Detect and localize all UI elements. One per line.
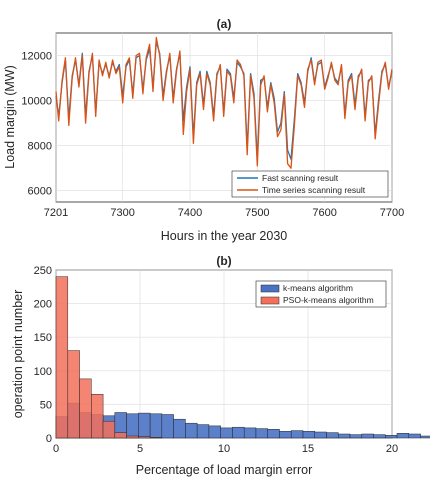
chart-b-xtick-label: 10 xyxy=(218,443,230,455)
histogram-bar-pso-k-means xyxy=(55,276,69,439)
histogram-bar-k-means xyxy=(420,435,430,439)
chart-a-ticks: 7201 7300 7400 7500 7600 7700 6000 8000 10000 120… xyxy=(21,51,404,219)
chart-b-title: (b) xyxy=(216,254,231,268)
histogram-bar-k-means xyxy=(255,428,268,439)
histogram-bar-pso-k-means xyxy=(126,435,139,439)
chart-b-ytick-label: 150 xyxy=(34,332,52,344)
histogram-bar-k-means xyxy=(149,413,163,439)
chart-a-ytick-label: 10000 xyxy=(21,96,52,108)
histogram-bar-k-means xyxy=(243,427,257,439)
histogram-bar-k-means xyxy=(361,433,374,439)
chart-b-ytick-label: 250 xyxy=(34,265,52,277)
chart-a-xtick-label: 7700 xyxy=(380,207,404,219)
histogram-bar-k-means xyxy=(302,431,316,439)
histogram-bar-k-means xyxy=(279,431,292,439)
histogram-bar-k-means xyxy=(220,427,233,439)
chart-b-ytick-label: 200 xyxy=(34,299,52,311)
chart-b-xtick-label: 5 xyxy=(137,443,143,455)
histogram-bar-k-means xyxy=(208,425,221,439)
histogram-bar-k-means xyxy=(373,434,386,439)
histogram-bar-k-means xyxy=(173,418,186,439)
chart-a-ytick-label: 6000 xyxy=(28,186,52,198)
chart-a: 7201 7300 7400 7500 7600 7700 6000 8000 10000 120… xyxy=(3,17,404,243)
histogram-bar-k-means xyxy=(314,431,327,439)
histogram-bar-pso-k-means xyxy=(79,378,92,439)
histogram-bar-k-means xyxy=(290,430,304,439)
histogram-bar-k-means xyxy=(385,435,398,439)
histogram-bar-k-means xyxy=(232,426,245,439)
chart-b-xtick-label: 0 xyxy=(53,443,59,455)
legend-label-fast-scanning: Fast scanning result xyxy=(262,173,339,183)
histogram-bar-pso-k-means xyxy=(138,436,151,439)
chart-a-ylabel: Load margin (MW) xyxy=(3,65,17,169)
histogram-bar-pso-k-means xyxy=(91,394,104,439)
histogram-bar-k-means xyxy=(196,424,210,439)
chart-a-xtick-label: 7400 xyxy=(178,207,202,219)
chart-a-legend: Fast scanning result Time series scannin… xyxy=(231,170,389,198)
legend-swatch-k-means xyxy=(260,284,280,293)
chart-a-xtick-label: 7300 xyxy=(110,207,134,219)
chart-b-bars xyxy=(55,276,430,439)
histogram-bar-k-means xyxy=(337,433,351,439)
histogram-bar-pso-k-means xyxy=(102,420,116,439)
histogram-bar-k-means xyxy=(396,433,410,439)
chart-b-legend: k-means algorithm PSO-k-means algorithm xyxy=(255,280,387,308)
series-line-time-series xyxy=(55,36,393,169)
chart-a-lines xyxy=(55,36,393,169)
histogram-bar-k-means xyxy=(185,422,198,439)
histogram-bar-pso-k-means xyxy=(149,437,163,439)
chart-b-ytick-label: 100 xyxy=(34,366,52,378)
chart-a-legend-box xyxy=(231,170,389,198)
legend-label-time-series: Time series scanning result xyxy=(262,185,366,195)
histogram-bar-k-means xyxy=(408,433,421,439)
chart-a-xlabel: Hours in the year 2030 xyxy=(161,229,288,243)
chart-a-xtick-label: 7500 xyxy=(245,207,269,219)
chart-a-ytick-label: 8000 xyxy=(28,141,52,153)
histogram-bar-k-means xyxy=(326,432,339,439)
histogram-bar-k-means xyxy=(138,412,151,439)
histogram-bar-pso-k-means xyxy=(114,432,127,439)
chart-b-ytick-label: 0 xyxy=(46,433,52,445)
legend-swatch-pso-k-means xyxy=(260,296,280,305)
legend-label-pso-k-means: PSO-k-means algorithm xyxy=(283,295,374,305)
chart-a-xtick-label: 7201 xyxy=(44,207,68,219)
chart-a-ytick-label: 12000 xyxy=(21,51,52,63)
histogram-bar-pso-k-means xyxy=(67,350,80,439)
chart-b-ytick-label: 50 xyxy=(40,399,52,411)
chart-b-xtick-label: 20 xyxy=(386,443,398,455)
histogram-bar-k-means xyxy=(349,434,363,439)
chart-b-xtick-label: 15 xyxy=(302,443,314,455)
chart-a-title: (a) xyxy=(217,17,232,31)
histogram-bar-k-means xyxy=(161,414,174,439)
histogram-bar-k-means xyxy=(126,413,139,439)
chart-b-ylabel: operation point number xyxy=(11,290,25,419)
chart-a-xtick-label: 7600 xyxy=(312,207,336,219)
chart-b-xlabel: Percentage of load margin error xyxy=(136,463,312,477)
legend-label-k-means: k-means algorithm xyxy=(283,283,353,293)
histogram-bar-k-means xyxy=(267,429,280,439)
